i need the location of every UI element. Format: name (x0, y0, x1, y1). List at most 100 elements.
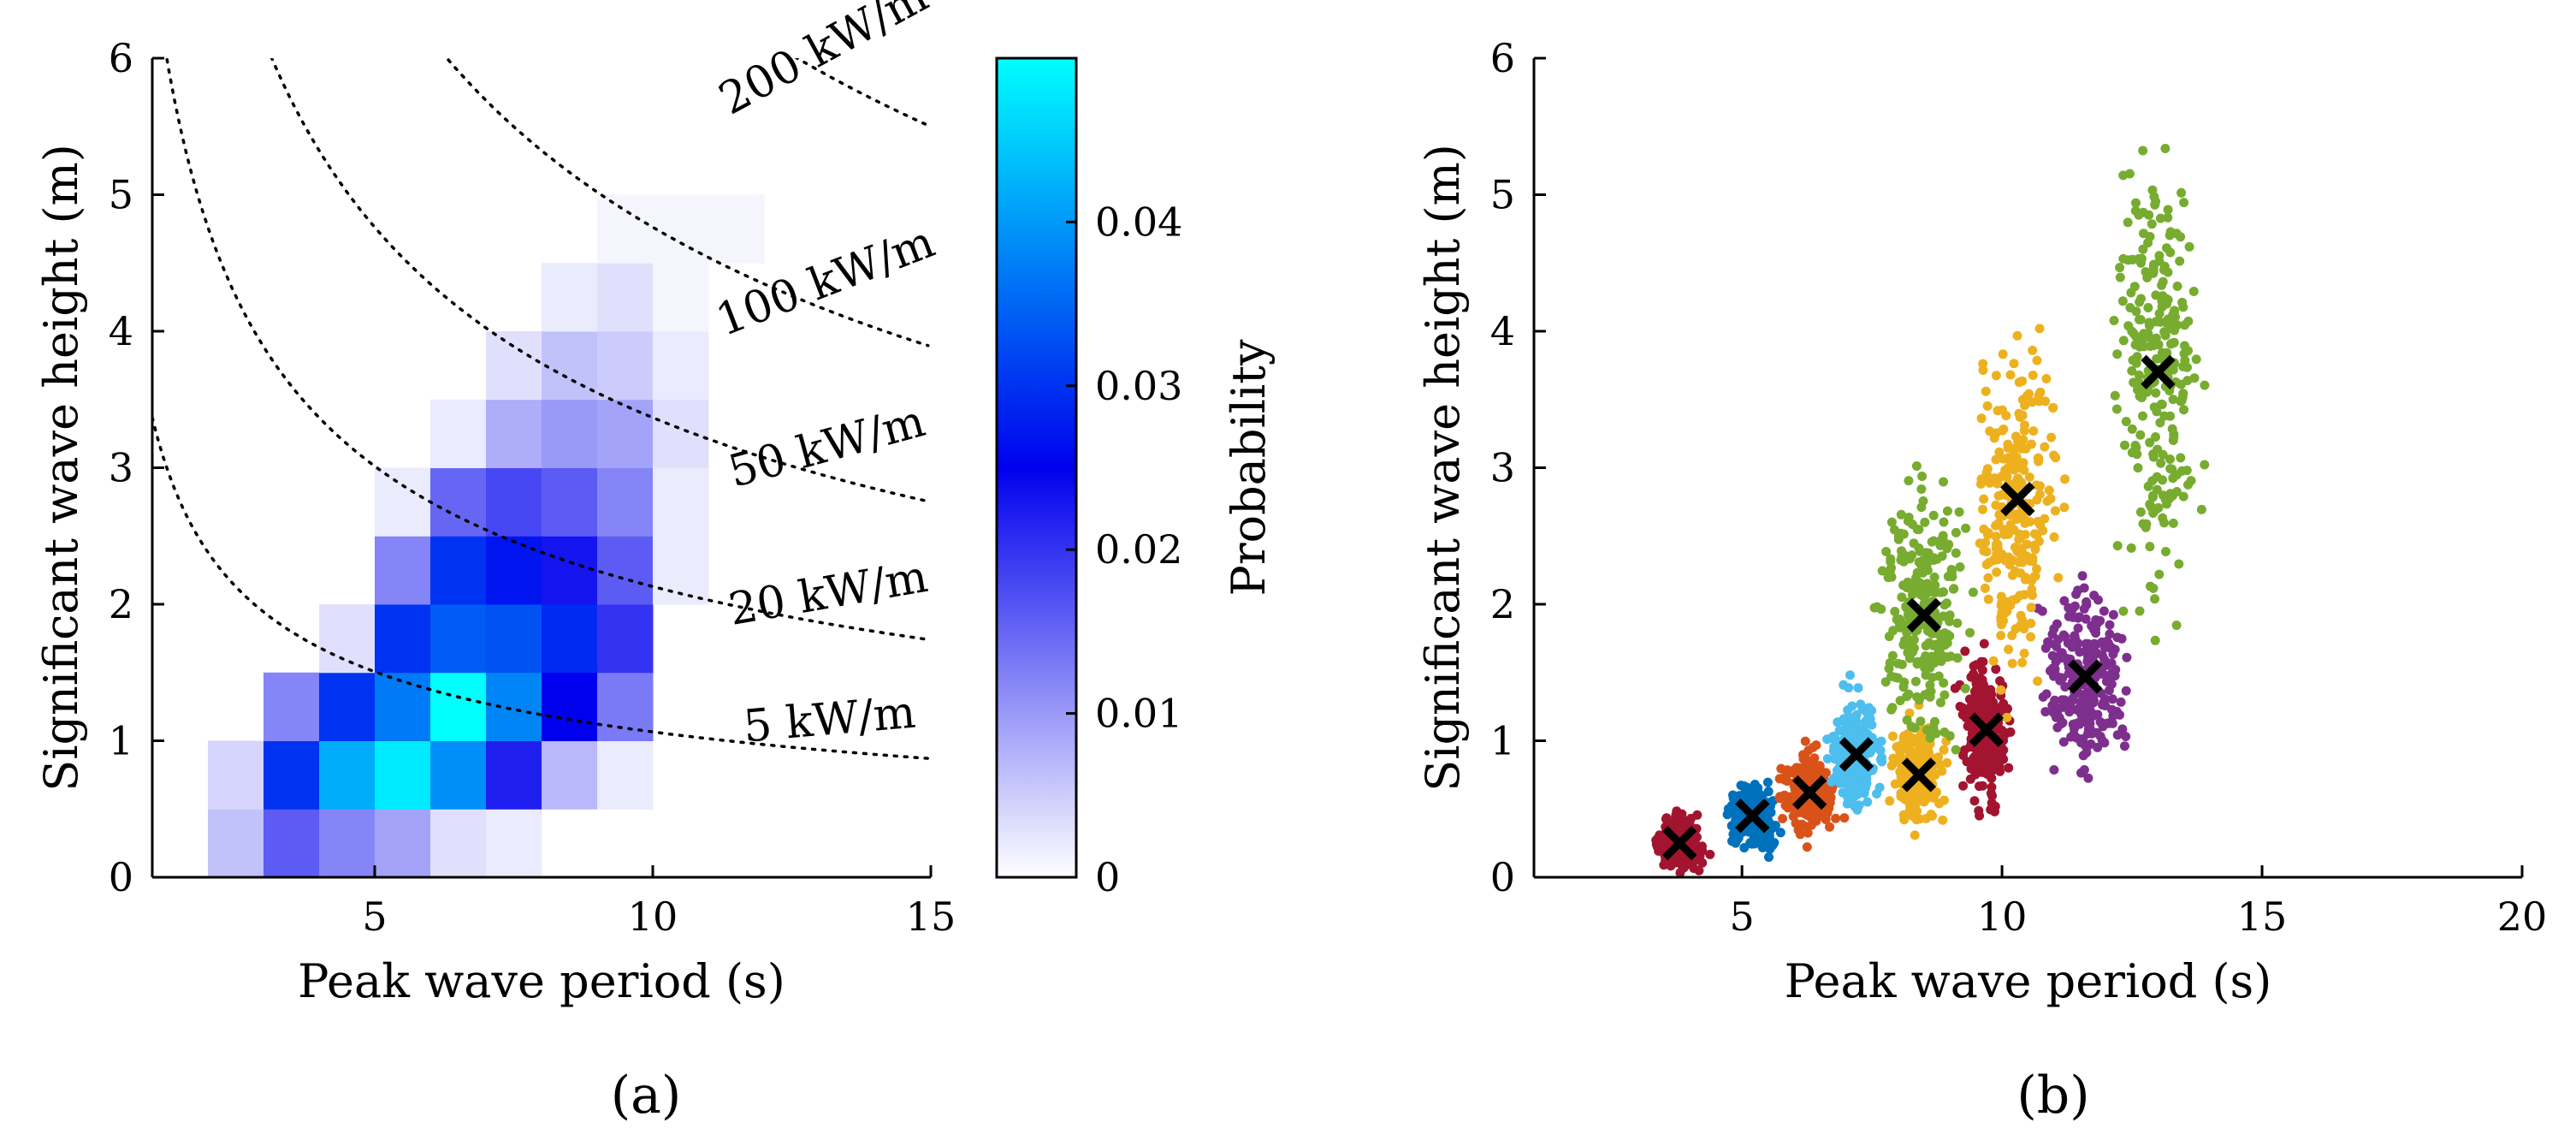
scatter-point (1991, 500, 2001, 510)
scatter-point (1976, 413, 1987, 424)
scatter-point (2122, 652, 2132, 662)
colorbar-tick-label: 0.02 (1095, 526, 1182, 573)
scatter-point (1991, 454, 2001, 465)
scatter-point (2151, 333, 2161, 343)
scatter-point (1999, 530, 2010, 540)
scatter-point (2156, 458, 2166, 468)
scatter-point (2191, 354, 2201, 365)
scatter-point (2012, 330, 2022, 341)
scatter-point (1888, 626, 1898, 636)
scatter-point (2155, 213, 2165, 223)
scatter-point (1838, 787, 1848, 798)
panel-a-heatmap: 5 10 15 0 1 2 3 4 5 6 Peak wave period (s) Signi… (34, 0, 1276, 1125)
scatter-point (1983, 594, 1993, 604)
scatter-point (2148, 266, 2159, 276)
scatter-point (2150, 635, 2160, 645)
scatter-point (1803, 802, 1813, 812)
scatter-point (1904, 476, 1914, 486)
scatter-point (2058, 717, 2068, 727)
scatter-point (1890, 607, 1900, 616)
scatter-point (2038, 525, 2048, 536)
scatter-point (2060, 682, 2070, 692)
scatter-point (2060, 632, 2070, 642)
scatter-point (1981, 700, 1992, 710)
scatter-point (1999, 745, 2009, 755)
scatter-point (1952, 618, 1963, 628)
scatter-point (1885, 796, 1895, 806)
scatter-point (2053, 573, 2064, 583)
scatter-point (1904, 745, 1914, 756)
scatter-point (1974, 753, 1984, 763)
scatter-point (1904, 738, 1914, 748)
scatter-point (1887, 650, 1898, 661)
scatter-point (2160, 330, 2170, 341)
scatter-point (2196, 504, 2206, 514)
scatter-point (2118, 335, 2129, 346)
y-tick-label: 3 (1490, 445, 1515, 491)
scatter-point (1856, 699, 1866, 710)
scatter-point (2138, 207, 2148, 217)
scatter-point (2034, 324, 2045, 334)
scatter-point (1762, 777, 1773, 787)
scatter-point (2107, 718, 2117, 728)
scatter-point (1942, 506, 1952, 516)
scatter-point (1908, 645, 1918, 656)
power-contour-label: 50 kW/m (724, 395, 931, 498)
panel-a-caption: (a) (611, 1066, 682, 1125)
scatter-point (1898, 556, 1909, 567)
scatter-point (2163, 294, 2173, 305)
cluster-centroids (1662, 354, 2176, 861)
scatter-point (1921, 641, 1931, 650)
scatter-point (1815, 761, 1825, 771)
heatmap-cell (486, 467, 542, 537)
scatter-point (2131, 306, 2141, 317)
heatmap-cell (430, 740, 487, 810)
scatter-point (2028, 371, 2038, 380)
scatter-point (2004, 763, 2014, 773)
centroid-marker (1735, 799, 1770, 834)
heatmap-cell (542, 740, 598, 810)
heatmap-cell (375, 536, 431, 605)
scatter-point (2147, 476, 2158, 486)
scatter-point (1904, 516, 1913, 526)
panel-b-scatter: 5 10 15 20 0 1 2 3 4 5 6 Peak wave period (s) Sig… (1416, 35, 2547, 1125)
scatter-point (1938, 815, 1948, 825)
colorbar (995, 56, 1078, 879)
panel-a-x-axis-label: Peak wave period (s) (298, 954, 785, 1008)
scatter-point (2145, 437, 2155, 448)
panel-b-x-ticks: 5 10 15 20 (1730, 865, 2547, 940)
y-tick-label: 1 (1490, 718, 1515, 764)
scatter-point (1896, 509, 1906, 520)
power-contour-label: 5 kW/m (742, 687, 918, 753)
scatter-point (1997, 490, 2007, 500)
scatter-point (1794, 807, 1804, 817)
scatter-point (1912, 525, 1922, 535)
scatter-point (1897, 592, 1907, 603)
heatmap-cell (597, 604, 654, 674)
scatter-point (2004, 644, 2014, 655)
scatter-point (1968, 587, 1978, 597)
scatter-point (1791, 818, 1801, 828)
scatter-point (1915, 736, 1925, 746)
scatter-point (2115, 263, 2125, 273)
scatter-point (2135, 507, 2146, 517)
scatter-point (1764, 852, 1774, 862)
scatter-point (2126, 543, 2136, 553)
scatter-point (2029, 572, 2040, 582)
power-contour-label: 20 kW/m (725, 551, 931, 636)
scatter-point (2077, 571, 2087, 581)
scatter-point (2176, 187, 2187, 198)
scatter-point (2117, 724, 2128, 734)
scatter-point (2189, 373, 2200, 383)
scatter-point (2093, 742, 2103, 752)
heatmap-cell (597, 331, 654, 401)
scatter-point (2155, 317, 2165, 327)
centroid-marker (2000, 482, 2035, 517)
scatter-point (2050, 664, 2060, 674)
heatmap-cell (597, 399, 654, 468)
scatter-point (2115, 272, 2125, 282)
heatmap-cell (375, 809, 431, 878)
scatter-point (2060, 474, 2070, 484)
scatter-point (1939, 678, 1949, 688)
scatter-point (2105, 620, 2115, 630)
